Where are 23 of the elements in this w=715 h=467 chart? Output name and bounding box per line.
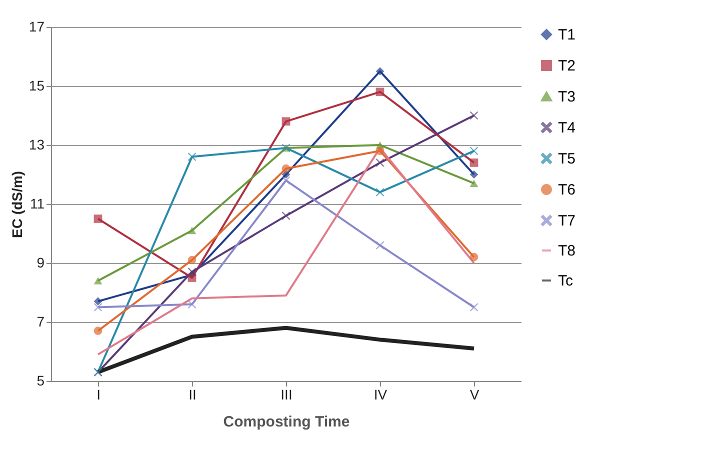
- y-axis-title: EC (dS/m): [8, 171, 25, 238]
- y-tick-label: 9: [36, 254, 45, 270]
- legend-label: Tc: [558, 272, 574, 290]
- y-tick-label: 17: [28, 18, 45, 34]
- legend-label: T4: [558, 120, 576, 136]
- legend-label: T6: [558, 182, 576, 198]
- x-axis-title: Composting Time: [223, 414, 350, 430]
- legend-label: T2: [558, 58, 576, 74]
- legend-label: T1: [558, 26, 576, 44]
- x-tick-label: I: [96, 386, 100, 402]
- legend-label: T5: [558, 150, 576, 168]
- legend-label: T8: [558, 242, 576, 260]
- y-tick-label: 11: [30, 196, 45, 212]
- x-tick-label: III: [280, 386, 292, 402]
- y-tick-label: 7: [36, 314, 45, 330]
- y-tick-label: 13: [28, 136, 45, 152]
- y-tick-label: 5: [36, 372, 45, 388]
- legend-label: T7: [558, 212, 576, 230]
- x-tick-label: II: [188, 386, 196, 402]
- y-tick-label: 15: [28, 78, 45, 94]
- x-tick-label: V: [470, 386, 480, 402]
- legend-label: T3: [558, 88, 576, 106]
- x-tick-label: IV: [374, 386, 388, 402]
